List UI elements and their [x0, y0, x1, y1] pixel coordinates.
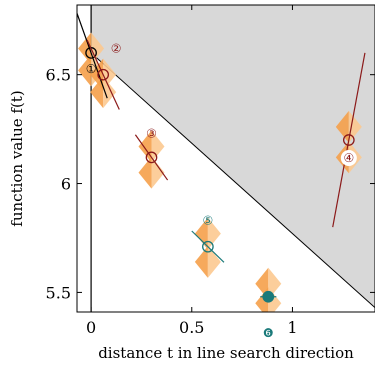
diamond-right-half	[151, 156, 165, 189]
y-tick-label: 5.5	[46, 283, 71, 302]
step-label-5: ⑤	[202, 214, 213, 228]
step-label-3: ③	[146, 126, 157, 140]
plot-frame	[76, 4, 375, 313]
uncertainty-diamond	[138, 156, 165, 189]
gradient-line-5	[191, 230, 225, 263]
step-label-bg-4	[340, 149, 357, 166]
diamond-right-half	[348, 110, 362, 143]
uncertainty-diamond	[90, 76, 117, 109]
diamond-right-half	[207, 217, 221, 250]
uncertainty-diamond	[194, 217, 221, 250]
plot-area	[77, 5, 375, 312]
eval-point-5	[202, 240, 214, 253]
eval-point-6	[262, 290, 275, 303]
uncertainty-diamond	[335, 110, 362, 143]
eval-point-2	[97, 68, 110, 81]
uncertainty-diamond	[138, 130, 165, 163]
diamond-left-half	[335, 110, 349, 143]
step-label-4: ④	[343, 151, 354, 165]
eval-point-4	[342, 134, 355, 146]
y-tick-label: 6.5	[46, 66, 71, 85]
gradient-line-3	[134, 134, 169, 181]
diamond-left-half	[90, 76, 104, 109]
step-label-6: ❻	[263, 326, 274, 340]
diamond-left-half	[138, 130, 152, 163]
gradient-line-1	[77, 11, 108, 99]
x-tick-label: 1	[287, 318, 297, 337]
annotations: ①② ③ ④ ⑤ ❻	[86, 42, 357, 340]
step-label-2: ②	[111, 42, 122, 56]
y-axis-label: function value f(t)	[8, 90, 26, 226]
y-tick-label: 6	[61, 175, 71, 194]
diamond-right-half	[207, 245, 221, 278]
x-tick-label: 0	[86, 318, 96, 337]
x-tick-label: 0.5	[179, 318, 204, 337]
diamond-right-half	[103, 76, 117, 109]
diamond-left-half	[194, 245, 208, 278]
x-axis-label: distance t in line search direction	[98, 344, 354, 362]
gradient-line-2	[86, 39, 120, 110]
armijo-line	[90, 52, 375, 309]
step-label-1: ①	[86, 62, 97, 76]
gradient-line-4	[332, 52, 366, 228]
eval-point-3	[145, 151, 158, 164]
diamond-left-half	[194, 217, 208, 250]
axes: 0 0.5 1 5.5 6 6.5 distance t in line search di…	[8, 4, 375, 362]
diamond-left-half	[138, 156, 152, 189]
diamond-right-half	[151, 130, 165, 163]
diamond-left-half	[78, 54, 92, 87]
shaded-region	[91, 5, 375, 308]
uncertainty-diamond	[194, 245, 221, 278]
